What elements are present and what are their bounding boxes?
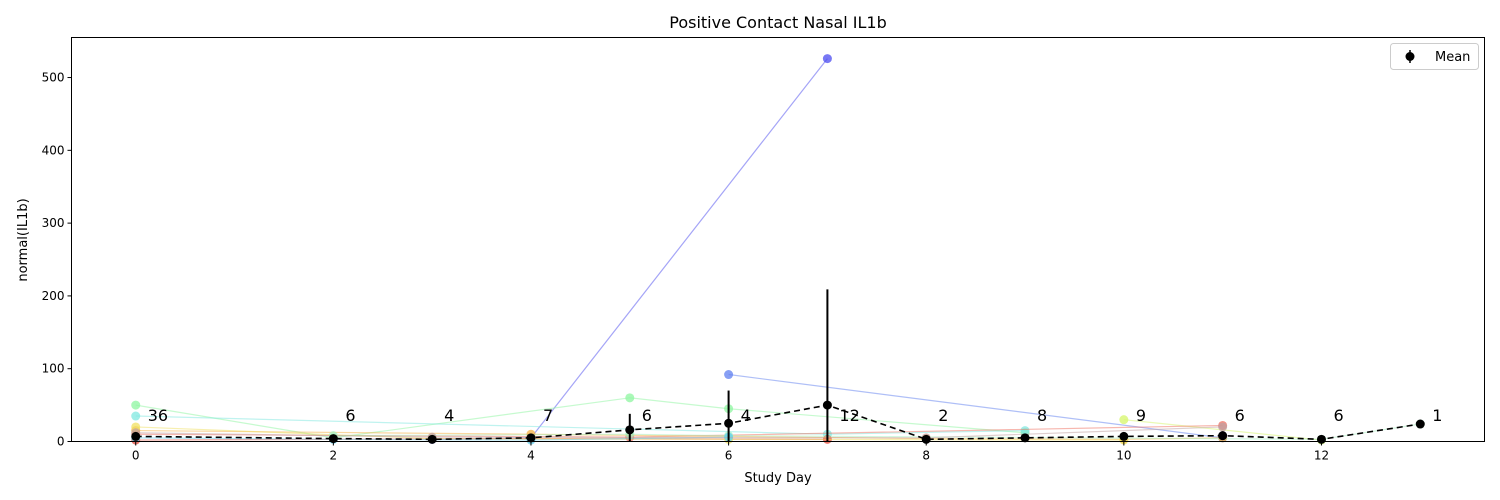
count-label-12: 6 [1333,406,1343,425]
mean-series-group [131,289,1425,444]
count-label-9: 8 [1037,406,1047,425]
count-label-8: 2 [938,406,948,425]
count-label-10: 9 [1136,406,1146,425]
x-tick-label-0: 0 [132,449,140,463]
mean-point-6 [724,418,734,428]
y-tick-label-100: 100 [42,362,65,376]
count-label-3: 4 [444,406,454,425]
x-tick-label-8: 8 [922,449,930,463]
y-tick-label-400: 400 [42,143,65,157]
mean-point-1 [131,431,141,441]
mean-point-2 [328,434,338,444]
mean-point-4 [526,433,536,443]
y-tick-label-200: 200 [42,289,65,303]
mean-point-7 [822,400,832,410]
mean-point-5 [625,425,635,435]
count-labels-group: 36 6 4 7 6 4 12 2 8 9 6 6 1 [148,406,1443,425]
legend-box [1390,43,1479,70]
y-tick-label-0: 0 [57,435,65,449]
x-tick-label-2: 2 [330,449,338,463]
count-label-13: 1 [1432,406,1442,425]
subject-2-point-1 [724,370,734,380]
legend-mean-marker [1405,52,1415,61]
count-label-5: 6 [642,406,652,425]
y-tick-label-500: 500 [42,71,65,85]
x-tick-label-12: 12 [1314,449,1329,463]
chart-title: Positive Contact Nasal IL1b [669,13,887,32]
subject-3-point-1 [131,400,141,410]
subject-line-1 [432,58,828,440]
subject-12-point-4 [1218,422,1228,432]
mean-point-3 [427,434,437,444]
count-label-1: 36 [148,406,168,425]
count-label-6: 4 [741,406,751,425]
subject-1-point-3 [822,54,832,64]
subject-3-point-3 [625,393,635,403]
count-label-7: 12 [839,406,859,425]
plot-frame [71,37,1485,442]
subject-series-group [131,54,1425,445]
legend-label-mean: Mean [1435,50,1470,65]
y-axis-label: normal(IL1b) [16,198,31,281]
x-tick-label-6: 6 [725,449,733,463]
legend: Mean [1390,43,1479,70]
x-tick-label-4: 4 [527,449,535,463]
mean-point-9 [1020,433,1030,443]
subject-4-point-3 [1020,426,1030,436]
y-tick-label-300: 300 [42,216,65,230]
mean-point-10 [1119,431,1129,441]
count-label-4: 7 [543,406,553,425]
x-tick-label-10: 10 [1116,449,1131,463]
count-label-11: 6 [1235,406,1245,425]
subject-line-12 [135,426,1223,439]
count-label-2: 6 [345,406,355,425]
x-axis-ticks: 0 2 4 6 8 10 12 [132,441,1329,463]
subject-5-point-1 [1119,415,1129,425]
mean-point-11 [1218,431,1228,441]
x-axis-label: Study Day [744,471,812,486]
mean-point-13 [1415,419,1425,429]
subject-4-point-1 [131,411,141,421]
y-axis-ticks: 0 100 200 300 400 500 [42,71,72,449]
